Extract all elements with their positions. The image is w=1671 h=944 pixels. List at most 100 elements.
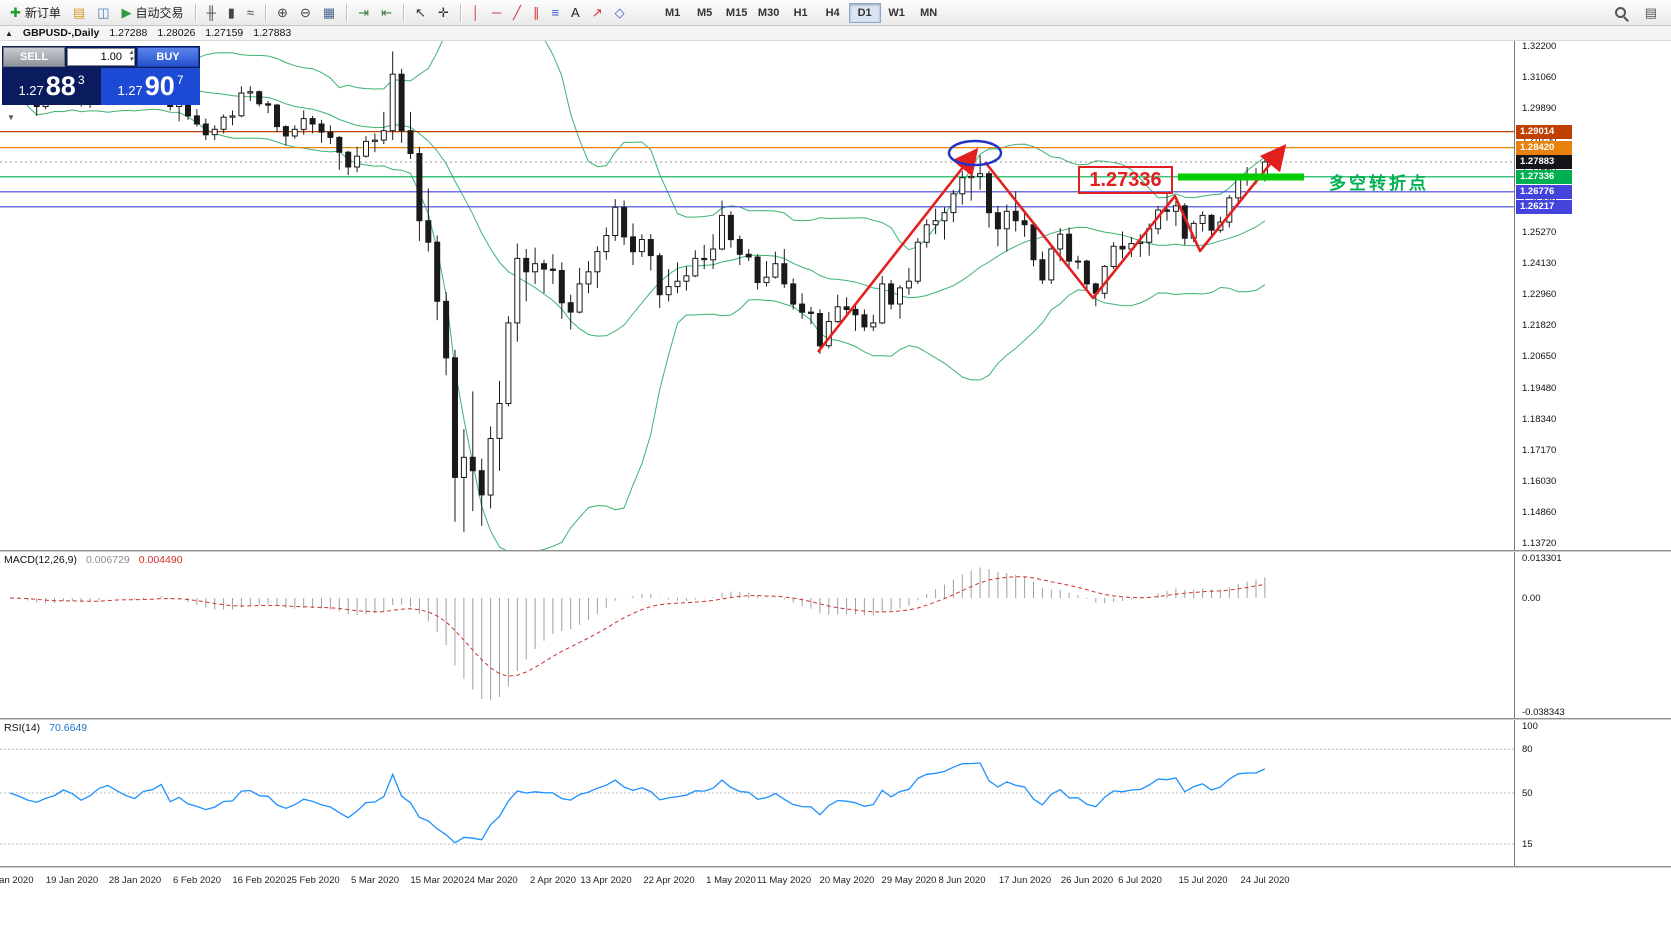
candle-body <box>247 91 254 94</box>
macd-tick: 0.00 <box>1522 593 1541 604</box>
cursor-button[interactable]: ↖ <box>410 2 431 24</box>
crosshair-button[interactable]: ✛ <box>433 2 454 24</box>
chart-windows-button[interactable]: ▤ <box>1640 2 1662 24</box>
candle-body <box>1030 224 1037 261</box>
trendline-button[interactable]: ╱ <box>508 2 526 24</box>
sell-price-display[interactable]: 1.27 88 3 <box>2 68 101 105</box>
candle-body <box>265 103 272 106</box>
panel-divider[interactable] <box>0 866 1671 868</box>
rsi-tick: 80 <box>1522 744 1533 755</box>
panel-divider[interactable] <box>0 718 1671 720</box>
candle-body <box>879 283 886 324</box>
panel-collapse-icon[interactable]: ▼ <box>7 113 15 122</box>
candle-body <box>808 311 814 314</box>
sell-button[interactable]: SELL <box>3 47 65 67</box>
candle-body <box>389 73 396 132</box>
timeframe-m5-button[interactable]: M5 <box>696 6 713 19</box>
candle-body <box>621 206 628 238</box>
candle-body <box>861 314 868 328</box>
line-chart-button[interactable]: ≈ <box>242 2 259 24</box>
low-value: 1.27159 <box>205 27 244 39</box>
close-value: 1.27883 <box>253 27 292 39</box>
candlestick-chart[interactable]: 多空转折点 <box>0 41 1514 550</box>
trend-arrow[interactable] <box>816 147 979 353</box>
candle-body <box>567 302 574 313</box>
vertical-line-button[interactable]: │ <box>467 2 485 24</box>
spinner-up-icon[interactable]: ▴ <box>129 49 133 56</box>
horizontal-line-button[interactable]: ─ <box>487 2 506 24</box>
candle-body <box>1039 259 1046 281</box>
shapes-button[interactable]: ◇ <box>610 2 630 24</box>
turning-point-note[interactable]: 多空转折点 <box>1329 173 1429 193</box>
timeframe-w1-button[interactable]: W1 <box>888 6 905 19</box>
volume-spinner[interactable]: ▴ ▾ <box>129 49 133 63</box>
spinner-down-icon[interactable]: ▾ <box>129 56 133 63</box>
price-scale[interactable]: 1.322001.310601.298901.287501.275801.264… <box>1514 41 1671 550</box>
candle-body <box>647 239 654 257</box>
timeframe-mn-button[interactable]: MN <box>920 6 938 19</box>
candle-body <box>523 257 530 273</box>
chart-shift-button[interactable]: ⇤ <box>376 2 397 24</box>
buy-button[interactable]: BUY <box>137 47 199 67</box>
trend-arrow[interactable] <box>983 143 1287 300</box>
zoom-out-button[interactable]: ⊖ <box>295 2 316 24</box>
buy-price-display[interactable]: 1.27 90 7 <box>101 68 200 105</box>
rsi-panel[interactable]: RSI(14) 70.6649 <box>0 720 1514 866</box>
bar-chart-button[interactable]: ╫ <box>202 2 221 24</box>
volume-value: 1.00 <box>100 51 122 63</box>
rsi-scale[interactable]: 100 80 50 15 <box>1514 720 1671 866</box>
navigator-button[interactable]: ◫ <box>92 2 114 24</box>
macd-signal-value: 0.004490 <box>138 554 183 566</box>
bollinger-lower-band <box>9 78 1266 550</box>
date-label: 8 Jan 2020 <box>0 875 34 886</box>
zoom-in-button[interactable]: ⊕ <box>272 2 293 24</box>
price-callout[interactable]: 1.27336 <box>1078 166 1173 194</box>
channel-button[interactable]: ∥ <box>528 2 545 24</box>
candle-body <box>968 175 975 179</box>
rsi-name: RSI(14) <box>4 722 41 734</box>
main-chart-panel[interactable]: 多空转折点 1.27336 SELL 1.00 ▴ ▾ BUY 1.27 88 <box>0 41 1514 550</box>
timeframe-d1-button[interactable]: D1 <box>848 2 881 23</box>
date-label: 1 May 2020 <box>706 875 756 886</box>
highlight-ellipse[interactable] <box>947 139 1003 167</box>
macd-panel[interactable]: MACD(12,26,9) 0.006729 0.004490 <box>0 552 1514 718</box>
date-label: 2 Apr 2020 <box>530 875 576 886</box>
candle-body <box>656 255 663 296</box>
time-scale[interactable]: 8 Jan 2020 19 Jan 2020 28 Jan 2020 6 Feb 20… <box>0 868 1671 892</box>
collapse-triangle-icon[interactable]: ▲ <box>5 28 13 38</box>
timeframe-h1-button[interactable]: H1 <box>793 6 808 19</box>
price-level-label: 1.28420 <box>1516 141 1572 155</box>
autotrading-button[interactable]: ▶ 自动交易 <box>117 2 189 24</box>
fibonacci-button[interactable]: ≡ <box>546 2 564 24</box>
candle-body <box>469 456 476 472</box>
timeframe-m15-button[interactable]: M15 <box>725 6 748 19</box>
bar-chart-icon: ╫ <box>206 5 216 20</box>
date-label: 24 Jul 2020 <box>1240 875 1290 886</box>
panel-divider[interactable] <box>0 550 1671 552</box>
candle-body <box>1083 260 1090 285</box>
chart-windows-icon: ▤ <box>1644 5 1657 20</box>
date-label: 25 Feb 2020 <box>286 875 340 886</box>
candle-body <box>220 116 227 130</box>
volume-field[interactable]: 1.00 ▴ ▾ <box>67 48 135 66</box>
arrow-tools-button[interactable]: ↗ <box>587 2 608 24</box>
timeframe-m1-button[interactable]: M1 <box>664 6 681 19</box>
timeframe-h4-button[interactable]: H4 <box>825 6 840 19</box>
macd-scale[interactable]: 0.013301 0.00 -0.038343 <box>1514 552 1671 718</box>
toolbar-separator <box>346 3 348 22</box>
text-button[interactable]: A <box>566 2 585 24</box>
new-order-button[interactable]: ✚ 新订单 <box>5 2 66 24</box>
market-watch-button[interactable]: ▤ <box>68 2 90 24</box>
tile-windows-button[interactable]: ▦ <box>318 2 340 24</box>
auto-scroll-button[interactable]: ⇥ <box>353 2 374 24</box>
toolbar-button-label: 自动交易 <box>135 6 184 20</box>
date-label: 22 Apr 2020 <box>643 875 695 886</box>
candle-body <box>932 220 939 226</box>
search-button[interactable] <box>1608 2 1634 24</box>
candle-body <box>1003 210 1010 230</box>
date-label: 11 May 2020 <box>756 875 812 886</box>
date-label: 17 Jun 2020 <box>998 875 1052 886</box>
date-label: 28 Jan 2020 <box>108 875 162 886</box>
candlestick-chart-button[interactable]: ▮ <box>223 2 240 24</box>
timeframe-m30-button[interactable]: M30 <box>757 6 780 19</box>
